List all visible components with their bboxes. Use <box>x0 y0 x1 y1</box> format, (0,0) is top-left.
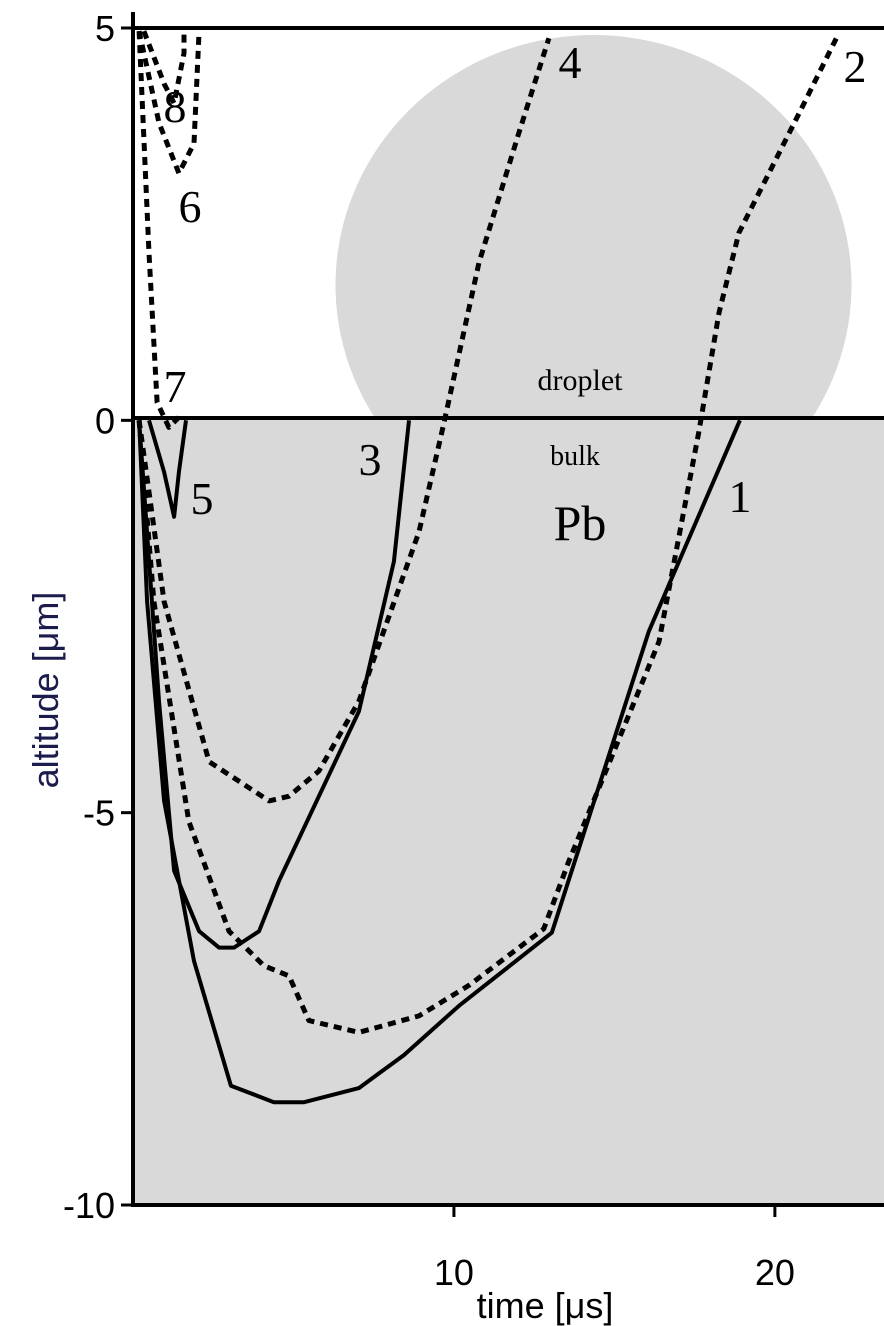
series-label: 8 <box>164 81 187 132</box>
series-label: 4 <box>559 37 582 88</box>
series-line <box>136 30 202 176</box>
y-axis-label: altitude [μm] <box>25 592 66 789</box>
series-label: 1 <box>729 471 752 522</box>
x-tick-label: 20 <box>755 1252 795 1293</box>
y-tick-label: 0 <box>95 400 115 441</box>
y-tick-label: -5 <box>83 793 115 834</box>
x-tick-label: 10 <box>434 1252 474 1293</box>
series-label: 3 <box>359 434 382 485</box>
bulk-label: bulk <box>550 441 600 472</box>
droplet-region <box>335 35 852 418</box>
material-label: Pb <box>554 495 607 551</box>
y-tick-label: 5 <box>95 8 115 49</box>
series-line <box>136 32 841 1035</box>
series-label: 5 <box>191 473 214 524</box>
series-line <box>137 419 742 1105</box>
series-line <box>147 419 188 519</box>
x-axis-label: time [μs] <box>477 1285 614 1326</box>
y-tick-label: -10 <box>63 1185 115 1226</box>
series-line <box>136 37 552 804</box>
series-label: 7 <box>164 361 187 412</box>
series-label: 2 <box>844 41 867 92</box>
droplet-label: droplet <box>538 364 624 397</box>
series-line <box>136 30 181 430</box>
series-label: 6 <box>179 181 202 232</box>
bulk-region <box>133 418 884 1205</box>
